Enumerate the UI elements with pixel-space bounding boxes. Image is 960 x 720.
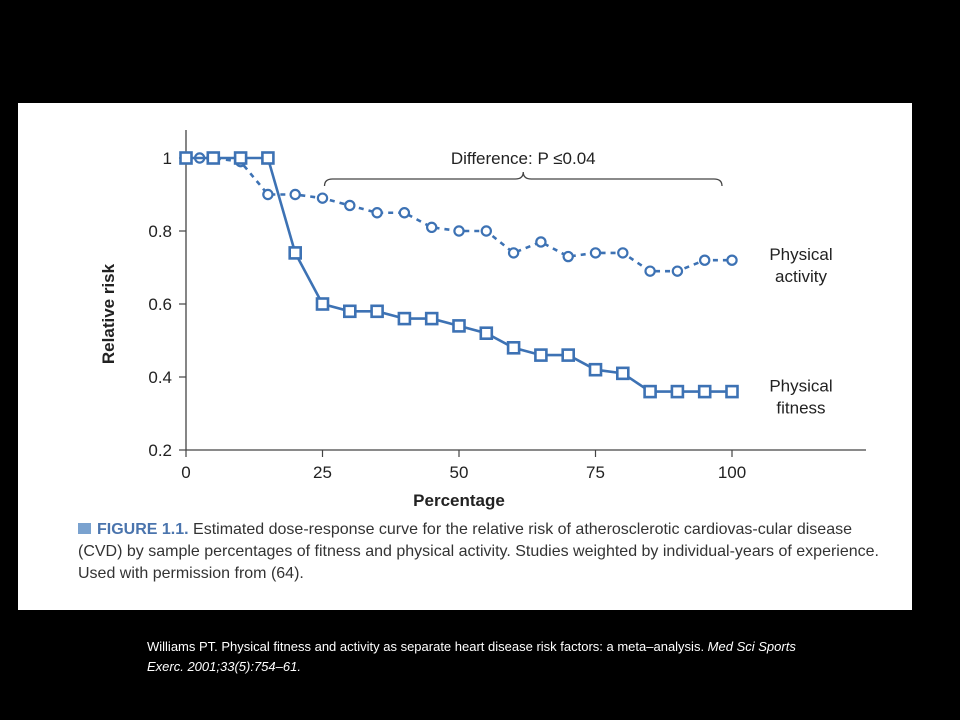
fitness-point [315, 297, 330, 311]
citation-journal: Med Sci Sports Exerc. 2001;33(5):754–61. [147, 639, 796, 674]
activity-point [535, 236, 547, 248]
fitness-point [670, 384, 685, 399]
x-tick-label: 50 [450, 463, 469, 482]
series-line-0 [186, 156, 732, 273]
activity-point [262, 188, 274, 201]
figure-caption: FIGURE 1.1. Estimated dose-response curv… [78, 519, 898, 585]
fitness-point [534, 348, 548, 362]
fitness-point [261, 151, 275, 165]
activity-point [589, 247, 602, 259]
series-label: activity [775, 267, 827, 286]
series-label: Physical [769, 245, 832, 264]
fitness-point [506, 341, 521, 355]
activity-point [371, 207, 383, 219]
activity-point [289, 188, 301, 201]
activity-point [671, 265, 684, 277]
fitness-point [697, 384, 712, 399]
fitness-point [206, 151, 221, 165]
activity-point [398, 207, 411, 219]
activity-point [726, 254, 738, 266]
figure-label: FIGURE 1.1. [97, 521, 189, 538]
fitness-point [397, 311, 412, 326]
difference-bracket [323, 171, 723, 187]
fitness-point [288, 246, 303, 260]
x-tick-label: 75 [586, 463, 605, 482]
activity-point [316, 192, 329, 204]
fitness-point [179, 151, 193, 165]
activity-point [344, 199, 356, 212]
series-label: Physical [769, 377, 832, 396]
difference-annotation: Difference: P ≤0.04 [451, 149, 596, 168]
y-tick-label: 0.6 [148, 295, 172, 314]
figure-marker-icon [78, 523, 91, 534]
series-label: fitness [776, 399, 825, 418]
fitness-point [643, 384, 657, 399]
fitness-point [342, 304, 357, 319]
x-axis-label: Percentage [413, 491, 505, 510]
fitness-point [615, 366, 630, 381]
y-tick-label: 0.8 [148, 222, 172, 241]
x-tick-label: 100 [718, 463, 746, 482]
fitness-point [588, 362, 603, 377]
chart: 0 25 50 75 100 0.2 0.4 0.6 0.8 1 Percentage Relativ… [99, 130, 866, 510]
activity-point [562, 250, 574, 263]
activity-point [453, 225, 465, 237]
fitness-point [479, 326, 494, 340]
fitness-point [725, 384, 739, 399]
figure-caption-text: Estimated dose-response curve for the re… [78, 521, 879, 582]
activity-point [426, 221, 438, 234]
citation-text: Williams PT. Physical fitness and activi… [147, 639, 708, 654]
fitness-point [424, 311, 439, 326]
activity-point [699, 254, 711, 266]
activity-point [644, 265, 656, 277]
fitness-point [452, 319, 466, 333]
y-tick-label: 1 [163, 149, 172, 168]
y-tick-label: 0.4 [148, 368, 172, 387]
fitness-point [561, 348, 576, 362]
activity-point [617, 247, 629, 259]
citation: Williams PT. Physical fitness and activi… [147, 637, 827, 677]
activity-point [480, 225, 492, 237]
activity-point [507, 247, 520, 259]
x-tick-label: 25 [313, 463, 332, 482]
y-tick-label: 0.2 [148, 441, 172, 460]
x-tick-label: 0 [181, 463, 190, 482]
fitness-point [370, 304, 384, 319]
figure-panel: 0 25 50 75 100 0.2 0.4 0.6 0.8 1 Percentage Relativ… [18, 103, 912, 610]
y-axis-label: Relative risk [99, 263, 118, 364]
fitness-point [233, 151, 248, 165]
